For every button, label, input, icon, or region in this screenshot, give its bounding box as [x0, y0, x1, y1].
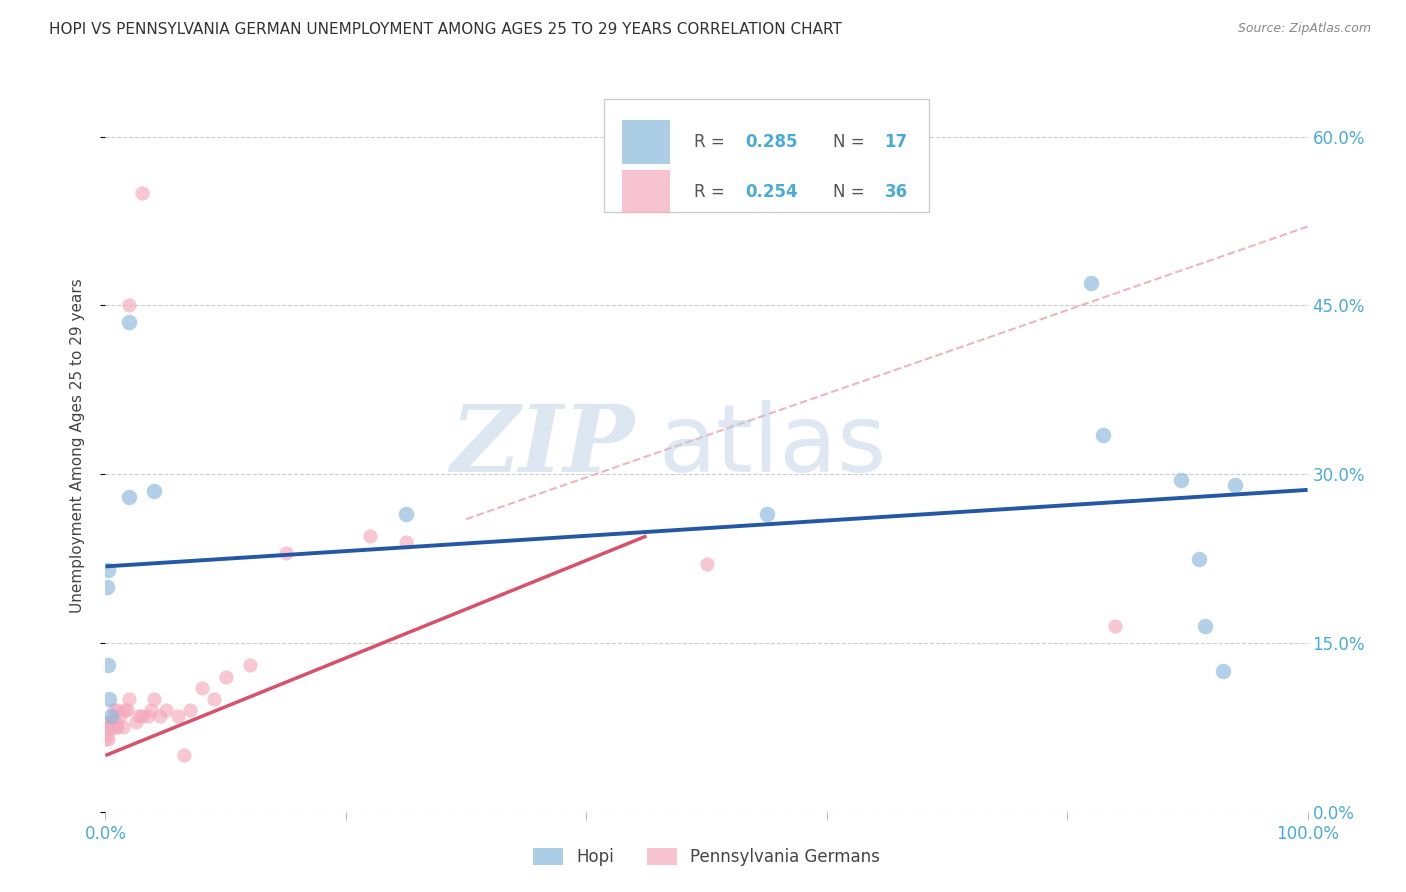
Point — [101, 714, 124, 729]
Point — [190, 681, 212, 695]
Point — [112, 720, 135, 734]
Point — [94, 731, 117, 746]
Text: R =: R = — [695, 133, 731, 151]
Point — [1092, 427, 1115, 442]
Point — [98, 692, 121, 706]
Legend: Hopi, Pennsylvania Germans: Hopi, Pennsylvania Germans — [526, 841, 887, 873]
Point — [696, 557, 718, 571]
Point — [100, 709, 122, 723]
Point — [107, 703, 129, 717]
Point — [96, 580, 118, 594]
Point — [131, 186, 153, 200]
Text: 0.254: 0.254 — [745, 183, 797, 201]
Point — [118, 692, 141, 706]
Point — [118, 298, 141, 312]
Bar — [623, 169, 671, 213]
Point — [1194, 619, 1216, 633]
Text: Source: ZipAtlas.com: Source: ZipAtlas.com — [1237, 22, 1371, 36]
Point — [128, 709, 150, 723]
Point — [118, 490, 141, 504]
Point — [97, 731, 120, 746]
Y-axis label: Unemployment Among Ages 25 to 29 years: Unemployment Among Ages 25 to 29 years — [70, 278, 84, 614]
Point — [104, 720, 127, 734]
Point — [98, 720, 121, 734]
Point — [155, 703, 177, 717]
Point — [179, 703, 201, 717]
Point — [202, 692, 225, 706]
Point — [755, 507, 778, 521]
Point — [173, 748, 195, 763]
Point — [395, 507, 418, 521]
Point — [1080, 276, 1102, 290]
Point — [96, 714, 118, 729]
Point — [1225, 478, 1247, 492]
Point — [139, 703, 162, 717]
Text: 36: 36 — [884, 183, 907, 201]
Point — [97, 658, 120, 673]
Point — [166, 709, 188, 723]
Text: HOPI VS PENNSYLVANIA GERMAN UNEMPLOYMENT AMONG AGES 25 TO 29 YEARS CORRELATION C: HOPI VS PENNSYLVANIA GERMAN UNEMPLOYMENT… — [49, 22, 842, 37]
Text: R =: R = — [695, 183, 731, 201]
Point — [107, 720, 129, 734]
Point — [118, 315, 141, 329]
Point — [131, 709, 153, 723]
Point — [1212, 664, 1234, 678]
Point — [274, 546, 297, 560]
Point — [96, 726, 118, 740]
Text: ZIP: ZIP — [450, 401, 634, 491]
Point — [115, 703, 138, 717]
Text: N =: N = — [832, 183, 870, 201]
Text: atlas: atlas — [658, 400, 887, 492]
Point — [108, 709, 131, 723]
Point — [136, 709, 159, 723]
Point — [114, 703, 136, 717]
Point — [1188, 551, 1211, 566]
Point — [359, 529, 381, 543]
Point — [97, 714, 120, 729]
Point — [214, 670, 236, 684]
FancyBboxPatch shape — [605, 99, 929, 212]
Point — [1170, 473, 1192, 487]
Text: 0.285: 0.285 — [745, 133, 797, 151]
Point — [148, 709, 170, 723]
Text: N =: N = — [832, 133, 870, 151]
Point — [142, 692, 165, 706]
Point — [105, 714, 128, 729]
Point — [103, 703, 125, 717]
Point — [395, 534, 418, 549]
Point — [1104, 619, 1126, 633]
Text: 17: 17 — [884, 133, 907, 151]
Point — [124, 714, 146, 729]
Point — [100, 720, 122, 734]
Point — [142, 483, 165, 498]
Point — [239, 658, 262, 673]
Bar — [623, 120, 671, 163]
Point — [97, 563, 120, 577]
